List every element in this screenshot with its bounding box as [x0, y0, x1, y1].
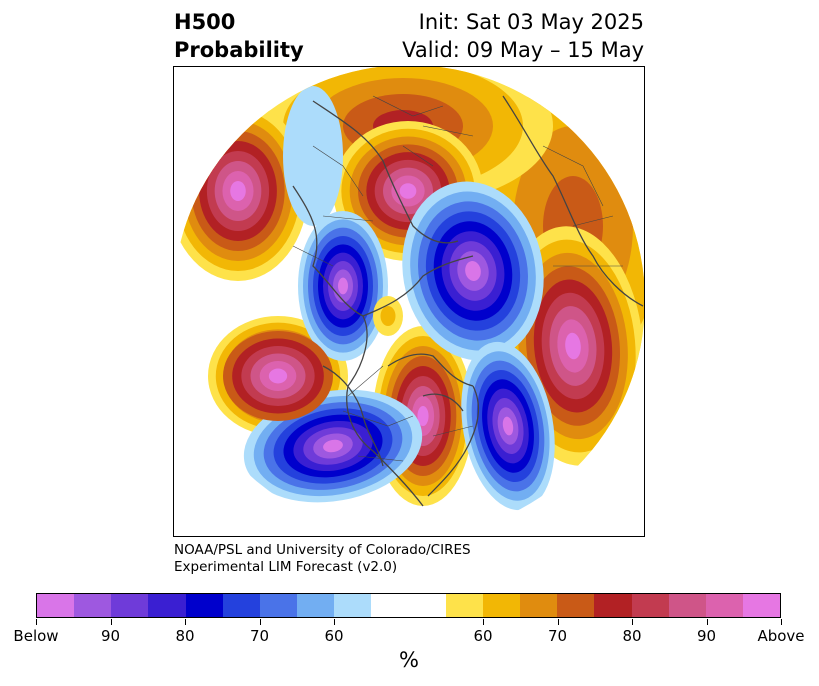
- colorbar-segment: [371, 594, 409, 617]
- colorbar-segment: [185, 594, 223, 617]
- below-normal-center: [502, 416, 514, 436]
- colorbar-segment: [482, 594, 521, 617]
- colorbar-tick-label: 90: [696, 627, 717, 645]
- colorbar-tick: [632, 619, 633, 625]
- colorbar-tick: [185, 619, 186, 625]
- below-normal-center: [465, 261, 481, 281]
- colorbar-tick: [36, 619, 37, 625]
- colorbar-tick: [483, 619, 484, 625]
- colorbar-tick-label: 60: [324, 627, 344, 645]
- colorbar-segment: [408, 594, 446, 617]
- colorbar-tick-label: Below: [13, 627, 59, 645]
- colorbar-tick-label: 80: [622, 627, 642, 645]
- colorbar-segment: [297, 594, 335, 617]
- below-normal-center: [323, 439, 343, 453]
- credit-text: NOAA/PSL and University of Colorado/CIRE…: [174, 542, 471, 575]
- above-normal-center: [268, 368, 288, 384]
- credit-line-2: Experimental LIM Forecast (v2.0): [174, 558, 398, 575]
- colorbar-segment: [37, 594, 75, 617]
- colorbar-tick: [110, 619, 112, 625]
- colorbar-segment: [334, 594, 372, 617]
- above-normal-center: [230, 181, 246, 201]
- colorbar-tick-label: Above: [757, 627, 805, 645]
- colorbar-segment: [259, 594, 298, 617]
- polar-map: [173, 66, 645, 537]
- coastlines: [292, 70, 644, 507]
- above-normal-small: [380, 306, 396, 326]
- colorbar-segment: [520, 594, 558, 617]
- colorbar-segment: [445, 594, 483, 617]
- above-normal-center: [417, 406, 429, 426]
- figure-title-left: H500 Probability: [174, 8, 304, 64]
- colorbar-segment: [557, 594, 595, 617]
- init-date: Init: Sat 03 May 2025: [418, 10, 644, 34]
- variable-subtitle: Probability: [174, 38, 304, 62]
- colorbar-tick: [259, 619, 261, 625]
- colorbar-segment: [148, 594, 186, 617]
- above-normal-center: [399, 183, 417, 199]
- probability-field: [173, 66, 645, 537]
- colorbar-segment: [111, 594, 149, 617]
- valid-range: Valid: 09 May – 15 May: [402, 38, 644, 62]
- colorbar-segment: [222, 594, 260, 617]
- colorbar-segment: [742, 594, 781, 617]
- colorbar-tick-label: 70: [249, 627, 270, 645]
- colorbar-tick-label: 60: [473, 627, 493, 645]
- credit-line-1: NOAA/PSL and University of Colorado/CIRE…: [174, 542, 471, 558]
- below-normal-center: [338, 277, 348, 295]
- colorbar-tick-label: 70: [547, 627, 568, 645]
- below-normal-weak: [283, 86, 343, 226]
- colorbar-segment: [668, 594, 706, 617]
- colorbar-segment: [74, 594, 112, 617]
- colorbar: [36, 593, 781, 618]
- variable-title: H500: [174, 10, 236, 34]
- above-normal-center: [565, 332, 581, 360]
- colorbar-segment: [631, 594, 669, 617]
- colorbar-tick-label: 80: [175, 627, 195, 645]
- colorbar-tick: [706, 619, 708, 625]
- colorbar-tick: [557, 619, 559, 625]
- colorbar-segment: [705, 594, 743, 617]
- colorbar-unit: %: [399, 648, 419, 672]
- colorbar-tick-label: 90: [100, 627, 121, 645]
- colorbar-tick: [334, 619, 335, 625]
- country-borders: [292, 95, 623, 462]
- figure-title-right: Init: Sat 03 May 2025 Valid: 09 May – 15…: [402, 8, 644, 64]
- colorbar-tick: [781, 619, 782, 625]
- colorbar-segment: [594, 594, 632, 617]
